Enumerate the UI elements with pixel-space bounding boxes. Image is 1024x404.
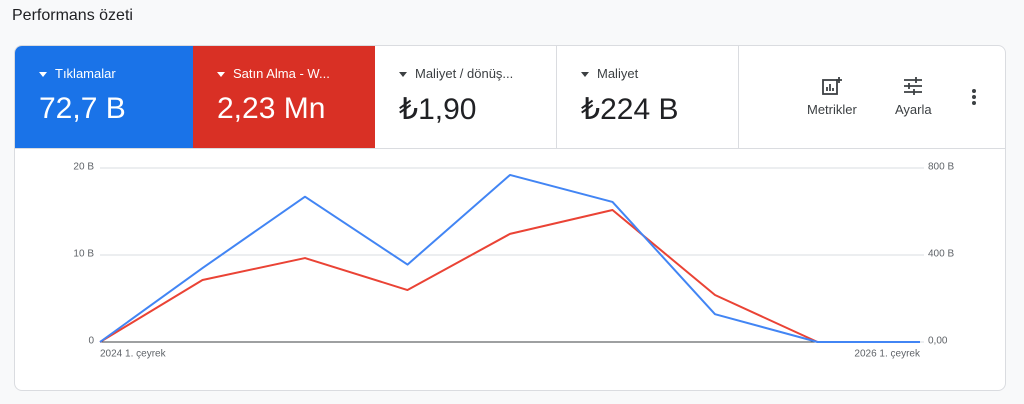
metrics-button-label: Metrikler [807,102,857,117]
y2-tick-label: 800 B [928,162,954,173]
adjust-icon [904,77,923,95]
y-tick-label: 0 [88,336,94,347]
metric-value: ₺1,90 [399,93,477,126]
y2-tick-label: 0,00 [928,336,948,347]
x-tick-label: 2026 1. çeyrek [854,349,921,360]
performance-card: Tıklamalar 72,7 B Satın Alma - W... 2,23 M… [14,45,1006,391]
x-tick-label: 2024 1. çeyrek [100,349,167,360]
page-title: Performans özeti [12,7,133,24]
metric-label: Tıklamalar [39,66,116,81]
metric-value: 72,7 B [39,92,126,125]
metric-label: Maliyet / dönüş... [399,66,513,81]
metric-label: Maliyet [581,66,638,81]
y-tick-label: 10 B [73,249,94,260]
series-line [99,208,920,343]
series-line [99,173,920,343]
metric-tile[interactable]: Maliyet / dönüş... ₺1,90 [375,46,557,148]
adjust-button[interactable]: Ayarla [895,76,932,117]
metric-value: 2,23 Mn [217,92,326,125]
y-tick-label: 20 B [73,162,94,173]
metric-value: ₺224 B [581,93,679,126]
adjust-button-label: Ayarla [895,102,932,117]
metrics-icon [822,77,842,95]
metric-label: Satın Alma - W... [217,66,330,81]
metric-tile[interactable]: Maliyet ₺224 B [557,46,739,148]
metric-tile[interactable]: Tıklamalar 72,7 B [15,46,193,148]
y2-tick-label: 400 B [928,249,954,260]
more-menu[interactable] [971,88,977,106]
toolbar: Metrikler Ayarla [739,46,1005,148]
metric-tiles: Tıklamalar 72,7 B Satın Alma - W... 2,23 M… [15,46,1005,149]
metric-tile[interactable]: Satın Alma - W... 2,23 Mn [193,46,375,148]
metrics-button[interactable]: Metrikler [807,76,857,117]
